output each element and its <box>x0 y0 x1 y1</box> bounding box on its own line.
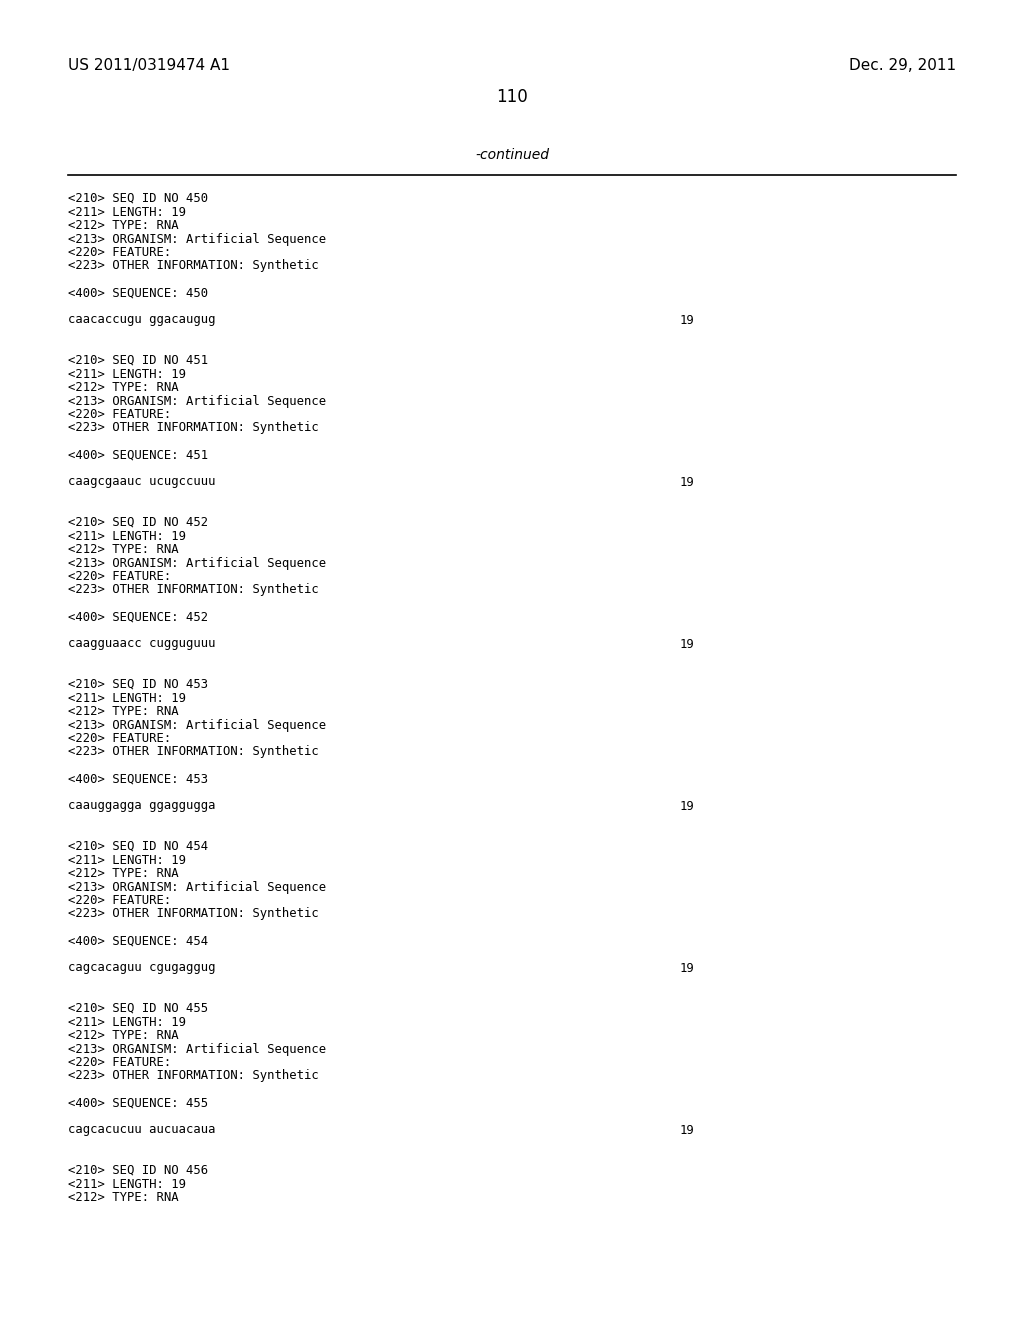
Text: <400> SEQUENCE: 453: <400> SEQUENCE: 453 <box>68 772 208 785</box>
Text: US 2011/0319474 A1: US 2011/0319474 A1 <box>68 58 230 73</box>
Text: cagcacucuu aucuacaua: cagcacucuu aucuacaua <box>68 1123 215 1137</box>
Text: <213> ORGANISM: Artificial Sequence: <213> ORGANISM: Artificial Sequence <box>68 557 326 569</box>
Text: <212> TYPE: RNA: <212> TYPE: RNA <box>68 381 178 393</box>
Text: <210> SEQ ID NO 450: <210> SEQ ID NO 450 <box>68 191 208 205</box>
Text: <220> FEATURE:: <220> FEATURE: <box>68 570 171 583</box>
Text: <213> ORGANISM: Artificial Sequence: <213> ORGANISM: Artificial Sequence <box>68 1043 326 1056</box>
Text: <400> SEQUENCE: 452: <400> SEQUENCE: 452 <box>68 610 208 623</box>
Text: <213> ORGANISM: Artificial Sequence: <213> ORGANISM: Artificial Sequence <box>68 232 326 246</box>
Text: <211> LENGTH: 19: <211> LENGTH: 19 <box>68 529 186 543</box>
Text: <212> TYPE: RNA: <212> TYPE: RNA <box>68 219 178 232</box>
Text: <211> LENGTH: 19: <211> LENGTH: 19 <box>68 1177 186 1191</box>
Text: cagcacaguu cgugaggug: cagcacaguu cgugaggug <box>68 961 215 974</box>
Text: <220> FEATURE:: <220> FEATURE: <box>68 894 171 907</box>
Text: -continued: -continued <box>475 148 549 162</box>
Text: <212> TYPE: RNA: <212> TYPE: RNA <box>68 1191 178 1204</box>
Text: <223> OTHER INFORMATION: Synthetic: <223> OTHER INFORMATION: Synthetic <box>68 746 318 759</box>
Text: caacaccugu ggacaugug: caacaccugu ggacaugug <box>68 314 215 326</box>
Text: 19: 19 <box>680 961 694 974</box>
Text: caauggagga ggaggugga: caauggagga ggaggugga <box>68 800 215 813</box>
Text: <211> LENGTH: 19: <211> LENGTH: 19 <box>68 692 186 705</box>
Text: <212> TYPE: RNA: <212> TYPE: RNA <box>68 1030 178 1041</box>
Text: <223> OTHER INFORMATION: Synthetic: <223> OTHER INFORMATION: Synthetic <box>68 1069 318 1082</box>
Text: <211> LENGTH: 19: <211> LENGTH: 19 <box>68 367 186 380</box>
Text: <210> SEQ ID NO 453: <210> SEQ ID NO 453 <box>68 678 208 690</box>
Text: <212> TYPE: RNA: <212> TYPE: RNA <box>68 867 178 880</box>
Text: Dec. 29, 2011: Dec. 29, 2011 <box>849 58 956 73</box>
Text: <213> ORGANISM: Artificial Sequence: <213> ORGANISM: Artificial Sequence <box>68 718 326 731</box>
Text: 110: 110 <box>496 88 528 106</box>
Text: <400> SEQUENCE: 450: <400> SEQUENCE: 450 <box>68 286 208 300</box>
Text: <400> SEQUENCE: 451: <400> SEQUENCE: 451 <box>68 449 208 462</box>
Text: <213> ORGANISM: Artificial Sequence: <213> ORGANISM: Artificial Sequence <box>68 880 326 894</box>
Text: caagguaacc cugguguuu: caagguaacc cugguguuu <box>68 638 215 651</box>
Text: <212> TYPE: RNA: <212> TYPE: RNA <box>68 543 178 556</box>
Text: <210> SEQ ID NO 452: <210> SEQ ID NO 452 <box>68 516 208 529</box>
Text: <211> LENGTH: 19: <211> LENGTH: 19 <box>68 1015 186 1028</box>
Text: <223> OTHER INFORMATION: Synthetic: <223> OTHER INFORMATION: Synthetic <box>68 260 318 272</box>
Text: <223> OTHER INFORMATION: Synthetic: <223> OTHER INFORMATION: Synthetic <box>68 421 318 434</box>
Text: <220> FEATURE:: <220> FEATURE: <box>68 246 171 259</box>
Text: <210> SEQ ID NO 451: <210> SEQ ID NO 451 <box>68 354 208 367</box>
Text: <210> SEQ ID NO 456: <210> SEQ ID NO 456 <box>68 1164 208 1177</box>
Text: <211> LENGTH: 19: <211> LENGTH: 19 <box>68 854 186 866</box>
Text: <210> SEQ ID NO 455: <210> SEQ ID NO 455 <box>68 1002 208 1015</box>
Text: 19: 19 <box>680 800 694 813</box>
Text: <223> OTHER INFORMATION: Synthetic: <223> OTHER INFORMATION: Synthetic <box>68 583 318 597</box>
Text: <400> SEQUENCE: 455: <400> SEQUENCE: 455 <box>68 1097 208 1110</box>
Text: <223> OTHER INFORMATION: Synthetic: <223> OTHER INFORMATION: Synthetic <box>68 908 318 920</box>
Text: <400> SEQUENCE: 454: <400> SEQUENCE: 454 <box>68 935 208 948</box>
Text: 19: 19 <box>680 1123 694 1137</box>
Text: <212> TYPE: RNA: <212> TYPE: RNA <box>68 705 178 718</box>
Text: <220> FEATURE:: <220> FEATURE: <box>68 733 171 744</box>
Text: <213> ORGANISM: Artificial Sequence: <213> ORGANISM: Artificial Sequence <box>68 395 326 408</box>
Text: <211> LENGTH: 19: <211> LENGTH: 19 <box>68 206 186 219</box>
Text: <220> FEATURE:: <220> FEATURE: <box>68 408 171 421</box>
Text: <210> SEQ ID NO 454: <210> SEQ ID NO 454 <box>68 840 208 853</box>
Text: 19: 19 <box>680 314 694 326</box>
Text: 19: 19 <box>680 475 694 488</box>
Text: 19: 19 <box>680 638 694 651</box>
Text: <220> FEATURE:: <220> FEATURE: <box>68 1056 171 1069</box>
Text: caagcgaauc ucugccuuu: caagcgaauc ucugccuuu <box>68 475 215 488</box>
